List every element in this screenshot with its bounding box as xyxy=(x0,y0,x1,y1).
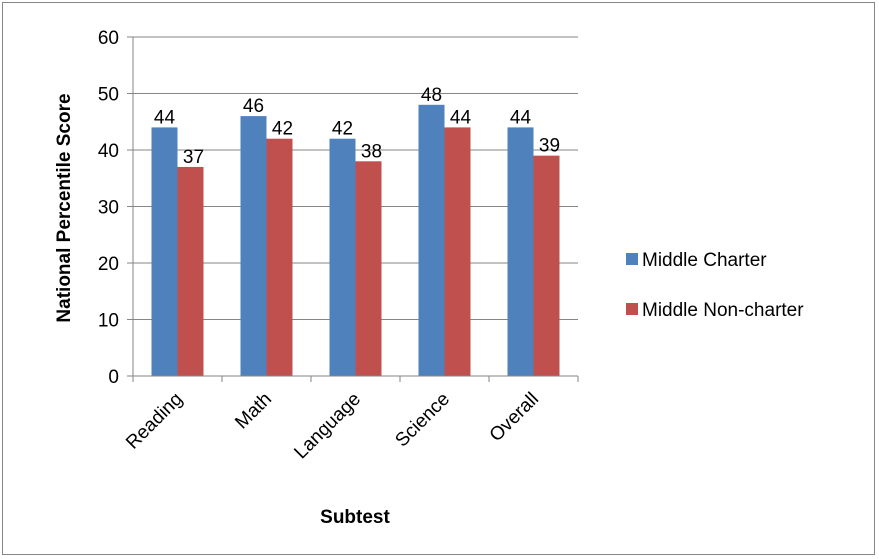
data-label: 37 xyxy=(183,147,204,168)
bar-charter-language xyxy=(329,138,356,376)
data-label: 48 xyxy=(421,85,442,106)
y-tick-label: 60 xyxy=(98,28,119,49)
x-tick-label: Language xyxy=(290,389,365,464)
legend: Middle Charter Middle Non-charter xyxy=(626,250,804,321)
bar-charter-math xyxy=(240,116,267,376)
data-label: 46 xyxy=(243,96,264,117)
data-label: 44 xyxy=(154,107,176,128)
bar-non-charter-math xyxy=(266,138,293,376)
data-label: 42 xyxy=(272,119,293,140)
x-tick-label: Math xyxy=(231,389,276,434)
y-tick-label: 10 xyxy=(98,311,119,332)
y-tick-label: 50 xyxy=(98,85,119,106)
legend-swatch xyxy=(626,253,638,265)
data-label: 38 xyxy=(361,141,382,162)
data-label: 39 xyxy=(539,136,560,157)
y-tick-label: 30 xyxy=(98,198,119,219)
data-label: 42 xyxy=(332,119,353,140)
legend-label: Middle Charter xyxy=(642,250,767,271)
bar-non-charter-language xyxy=(355,161,382,376)
legend-swatch xyxy=(626,303,638,315)
y-tick-label: 20 xyxy=(98,254,119,275)
legend-label: Middle Non-charter xyxy=(642,300,804,321)
bar-charter-science xyxy=(418,104,445,377)
bar-non-charter-science xyxy=(444,127,471,377)
x-tick-label: Overall xyxy=(486,389,543,446)
x-tick-label: Science xyxy=(391,389,454,452)
bar-non-charter-overall xyxy=(533,155,560,376)
bar-charter-overall xyxy=(507,127,534,377)
y-tick-label: 40 xyxy=(98,141,119,162)
bar-non-charter-reading xyxy=(177,166,204,376)
y-tick-label: 0 xyxy=(108,367,119,388)
x-axis-title: Subtest xyxy=(320,507,390,528)
bar-charter-reading xyxy=(151,127,178,377)
y-axis-title: National Percentile Score xyxy=(54,93,75,322)
data-label: 44 xyxy=(510,107,532,128)
x-tick-label: Reading xyxy=(122,389,187,454)
data-label: 44 xyxy=(450,107,472,128)
